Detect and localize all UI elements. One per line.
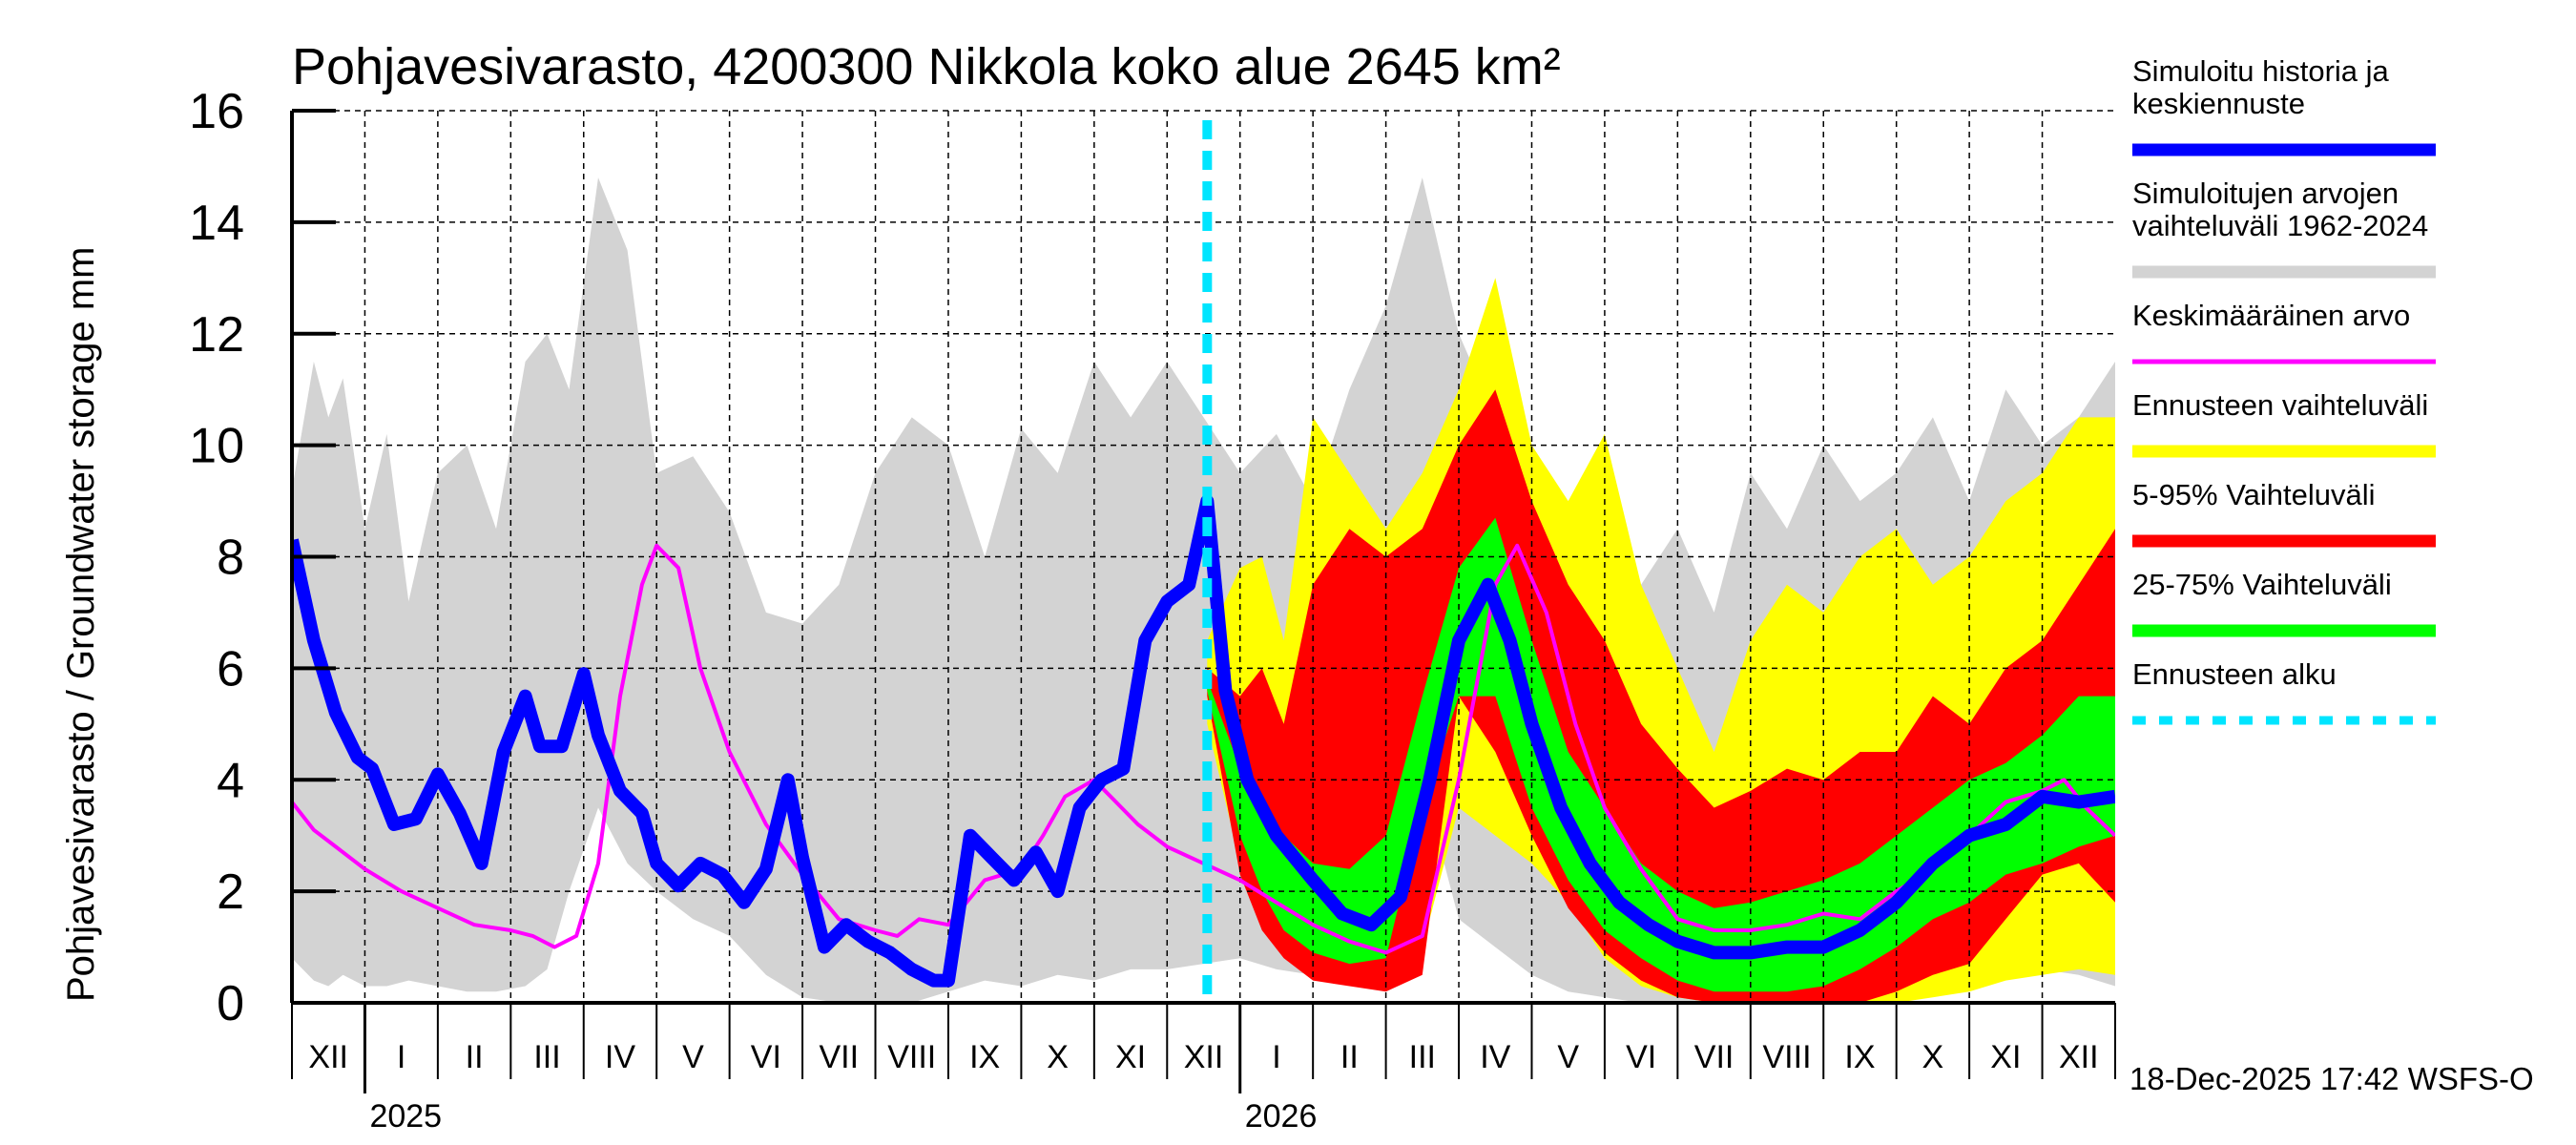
- x-tick-label: I: [1272, 1039, 1280, 1075]
- series-line-0: [292, 543, 2115, 955]
- x-tick-label: VII: [1694, 1039, 1735, 1075]
- legend-label-6: Ennusteen alku: [2132, 657, 2337, 691]
- lines-layer: [292, 120, 2115, 1003]
- y-tick-label: 2: [217, 864, 244, 920]
- y-tick-label: 10: [189, 419, 244, 474]
- chart-title: Pohjavesivarasto, 4200300 Nikkola koko a…: [292, 38, 1561, 95]
- series-line-1: [292, 494, 2115, 988]
- grid-layer: [292, 110, 2115, 1004]
- y-axis-label: Pohjavesivarasto / Groundwater storage m…: [60, 247, 102, 1002]
- x-tick-label: V: [1557, 1039, 1579, 1075]
- x-tick-label: VI: [751, 1039, 781, 1075]
- x-tick-label: IX: [1844, 1039, 1875, 1075]
- x-tick-label: XII: [1184, 1039, 1224, 1075]
- x-tick-label: XI: [1115, 1039, 1146, 1075]
- legend-label-3: Ennusteen vaihteluväli: [2132, 388, 2428, 422]
- x-tick-label: IV: [1480, 1039, 1510, 1075]
- x-tick-label: VII: [820, 1039, 860, 1075]
- y-tick-label: 6: [217, 641, 244, 697]
- x-tick-label: X: [1047, 1039, 1069, 1075]
- legend-label-0: keskiennuste: [2132, 87, 2305, 120]
- legend-label-2: Keskimääräinen arvo: [2132, 299, 2410, 332]
- x-tick-label: III: [1409, 1039, 1436, 1075]
- x-tick-label: I: [397, 1039, 405, 1075]
- timestamp: 18-Dec-2025 17:42 WSFS-O: [2129, 1061, 2534, 1096]
- x-tick-label: X: [1922, 1039, 1944, 1075]
- x-tick-label: II: [1340, 1039, 1359, 1075]
- y-tick-label: 14: [189, 196, 244, 251]
- legend-label-0: Simuloitu historia ja: [2132, 54, 2390, 88]
- x-tick-label: VI: [1626, 1039, 1656, 1075]
- x-tick-label: XII: [308, 1039, 348, 1075]
- x-tick-label: II: [466, 1039, 484, 1075]
- x-tick-label: III: [533, 1039, 560, 1075]
- x-tick-label: IX: [969, 1039, 1000, 1075]
- legend-label-1: vaihteluväli 1962-2024: [2132, 209, 2428, 242]
- legend-label-4: 5-95% Vaihteluväli: [2132, 478, 2375, 511]
- x-tick-label: IV: [605, 1039, 635, 1075]
- legend-label-5: 25-75% Vaihteluväli: [2132, 568, 2392, 601]
- x-tick-label: XI: [1990, 1039, 2021, 1075]
- y-tick-label: 8: [217, 531, 244, 586]
- y-tick-label: 4: [217, 753, 244, 808]
- x-tick-label: V: [682, 1039, 704, 1075]
- y-tick-label: 16: [189, 84, 244, 139]
- year-label: 2025: [369, 1098, 442, 1135]
- legend-label-1: Simuloitujen arvojen: [2132, 177, 2399, 210]
- x-tick-label: XII: [2059, 1039, 2099, 1075]
- x-tick-label: VIII: [887, 1039, 936, 1075]
- y-tick-label: 12: [189, 307, 244, 363]
- x-tick-label: VIII: [1763, 1039, 1812, 1075]
- band-3: [1207, 517, 2115, 992]
- y-tick-label: 0: [217, 976, 244, 1031]
- year-label: 2026: [1245, 1098, 1318, 1135]
